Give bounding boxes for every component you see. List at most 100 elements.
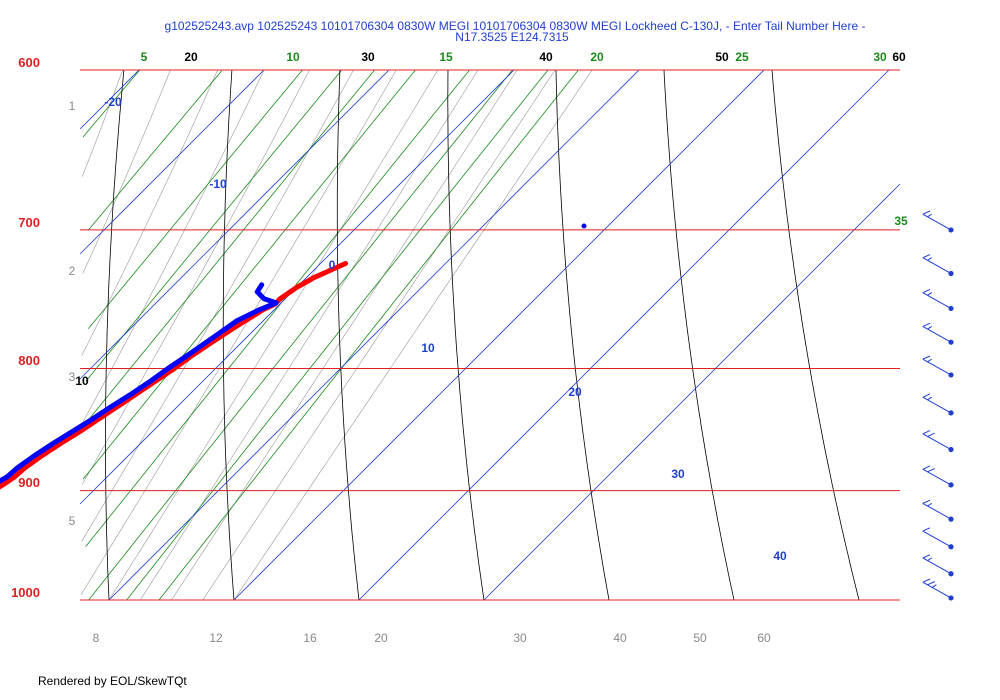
dry-adiabat-label: 60	[892, 50, 906, 64]
wind-barb-feather	[922, 430, 931, 435]
mixing-ratio-line	[82, 69, 416, 480]
wind-barb	[922, 393, 954, 416]
moist-adiabat-line	[81, 69, 354, 542]
wind-barb-feather	[927, 358, 932, 363]
wind-barb-staff	[922, 213, 952, 231]
moist-adiabat-line	[81, 69, 310, 486]
temperature-tick-label: 60	[757, 631, 771, 645]
wind-barb-staff	[922, 326, 952, 343]
wind-barb-staff	[922, 433, 952, 450]
wind-barb-staff	[922, 358, 952, 376]
height-label: 1	[69, 99, 76, 113]
wind-barb	[922, 254, 954, 277]
wind-barb-feather	[922, 393, 931, 398]
wind-barb-feather	[927, 557, 932, 562]
isotherm-label: 30	[671, 467, 685, 481]
pressure-label: 900	[18, 475, 40, 490]
wind-barb-feather	[922, 578, 931, 583]
wind-barb-feather	[922, 322, 931, 327]
dry-adiabat-line	[771, 69, 860, 601]
wind-barb-feather	[927, 581, 935, 586]
wind-barb-dot	[948, 305, 954, 312]
height-label: 2	[69, 264, 76, 278]
wind-barb-staff	[922, 396, 952, 414]
wind-barb	[922, 578, 954, 601]
moist-adiabat-line	[108, 69, 439, 601]
pressure-label: 700	[18, 215, 40, 230]
wind-barb-dot	[948, 516, 954, 522]
isotherm-line	[79, 69, 265, 255]
mixing-ratio-line	[82, 69, 141, 138]
isotherm-line	[358, 69, 890, 601]
isotherm-line	[233, 69, 765, 601]
wind-barb-feather	[931, 584, 937, 588]
dry-adiabat-line	[105, 69, 125, 601]
mixing-ratio-label: 30	[873, 50, 887, 64]
temperature-tick-label: 16	[303, 631, 317, 645]
dry-adiabat-line	[663, 69, 735, 601]
moist-adiabat-line	[81, 69, 123, 177]
wind-barb	[922, 527, 954, 550]
wind-barb-dot	[948, 446, 954, 453]
wind-barb-dot	[948, 410, 954, 416]
wind-barb-feather	[927, 396, 932, 401]
moist-adiabat-line	[81, 69, 218, 356]
mixing-ratio-line	[87, 69, 303, 330]
wind-barb-dot	[948, 270, 954, 277]
wind-barb-feather	[922, 210, 931, 215]
isotherms	[79, 69, 901, 601]
wind-barb-dot	[948, 595, 954, 601]
mixing-ratio-label: 15	[439, 50, 453, 64]
wind-barb-feather	[927, 432, 935, 437]
wind-barb-feather	[922, 499, 931, 504]
chart-subtitle: N17.3525 E124.7315	[455, 30, 569, 44]
wind-barb-feather	[927, 468, 935, 473]
footer-credit: Rendered by EOL/SkewTQt	[38, 674, 187, 688]
wind-barb	[922, 289, 954, 312]
temperature-tick-label: 20	[374, 631, 388, 645]
wind-barb-feather	[927, 257, 932, 261]
isotherm-line	[79, 69, 140, 130]
wind-barb-feather	[922, 254, 931, 259]
wind-barb-dot	[948, 544, 954, 550]
mixing-ratio-line	[126, 69, 549, 601]
wind-barbs	[922, 210, 954, 601]
wind-barb-feather	[922, 355, 931, 360]
wind-barb-dot	[948, 339, 954, 345]
diagram-grid	[79, 69, 901, 601]
pressure-label: 600	[18, 55, 40, 70]
wind-barb-feather	[922, 289, 931, 294]
wind-barb-feather	[922, 527, 931, 532]
dry-adiabat-label: 40	[539, 50, 553, 64]
moist-adiabat-line	[80, 69, 397, 595]
dewpoint-profile	[0, 282, 279, 484]
mixing-ratio-line	[88, 69, 513, 601]
isotherm-label: -10	[209, 177, 227, 191]
isotherm-line	[108, 69, 640, 601]
isotherm-label: 20	[568, 385, 582, 399]
temperature-tick-label: 40	[613, 631, 627, 645]
moist-adiabat-line	[82, 69, 171, 274]
wind-barb	[922, 465, 954, 488]
mixing-ratio-line	[85, 69, 470, 548]
mixing-ratio-label: 5	[141, 50, 148, 64]
temperature-tick-label: 30	[513, 631, 527, 645]
isotherm-label: 10	[421, 341, 435, 355]
wind-barb-feather	[927, 502, 932, 507]
wind-barb-feather	[922, 465, 931, 470]
pressure-label: 800	[18, 353, 40, 368]
chart-title: g102525243.avp 102525243 10101706304 083…	[165, 19, 866, 33]
wind-barb-feather	[927, 292, 932, 296]
temperature-tick-label: 12	[209, 631, 223, 645]
wind-barb-staff	[922, 502, 952, 520]
mixing-ratio-label: 20	[590, 50, 604, 64]
mixing-ratio-lines	[82, 69, 579, 601]
dry-adiabat-label: 20	[184, 50, 198, 64]
wind-barb	[922, 554, 954, 577]
wind-barb-dot	[948, 227, 954, 233]
height-label: 5	[69, 514, 76, 528]
wind-barb	[922, 430, 954, 453]
wind-barb	[922, 210, 954, 233]
wind-barb-staff	[922, 292, 952, 309]
